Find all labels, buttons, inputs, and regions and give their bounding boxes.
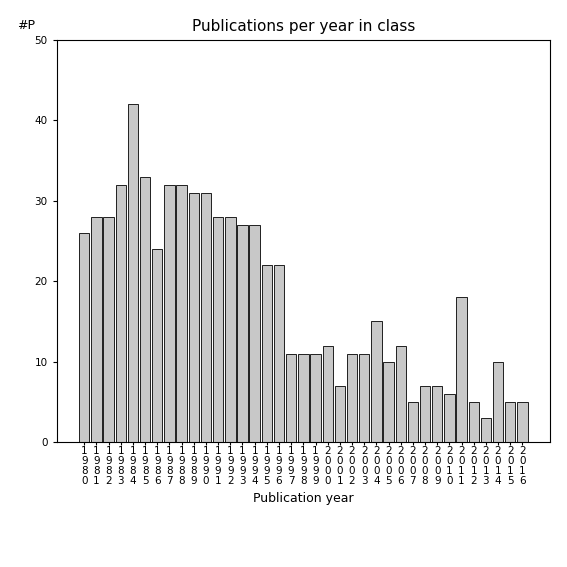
Bar bbox=[79, 233, 90, 442]
Text: #P: #P bbox=[17, 19, 35, 32]
Bar bbox=[91, 217, 101, 442]
Bar bbox=[286, 354, 297, 442]
Bar bbox=[335, 386, 345, 442]
Bar bbox=[128, 104, 138, 442]
Bar bbox=[116, 185, 126, 442]
Bar bbox=[189, 193, 199, 442]
Bar bbox=[103, 217, 114, 442]
Bar bbox=[420, 386, 430, 442]
Bar bbox=[347, 354, 357, 442]
Title: Publications per year in class: Publications per year in class bbox=[192, 19, 415, 35]
Bar bbox=[298, 354, 308, 442]
Bar bbox=[383, 362, 393, 442]
Bar bbox=[176, 185, 187, 442]
Bar bbox=[359, 354, 369, 442]
X-axis label: Publication year: Publication year bbox=[253, 492, 354, 505]
Bar bbox=[274, 265, 284, 442]
Bar bbox=[456, 297, 467, 442]
Bar bbox=[213, 217, 223, 442]
Bar bbox=[432, 386, 442, 442]
Bar bbox=[140, 176, 150, 442]
Bar bbox=[444, 394, 455, 442]
Bar bbox=[310, 354, 321, 442]
Bar bbox=[481, 418, 491, 442]
Bar bbox=[225, 217, 235, 442]
Bar bbox=[238, 225, 248, 442]
Bar bbox=[249, 225, 260, 442]
Bar bbox=[164, 185, 175, 442]
Bar bbox=[517, 402, 527, 442]
Bar bbox=[396, 346, 406, 442]
Bar bbox=[468, 402, 479, 442]
Bar bbox=[371, 321, 382, 442]
Bar bbox=[201, 193, 211, 442]
Bar bbox=[323, 346, 333, 442]
Bar bbox=[505, 402, 515, 442]
Bar bbox=[261, 265, 272, 442]
Bar bbox=[493, 362, 503, 442]
Bar bbox=[152, 249, 163, 442]
Bar bbox=[408, 402, 418, 442]
